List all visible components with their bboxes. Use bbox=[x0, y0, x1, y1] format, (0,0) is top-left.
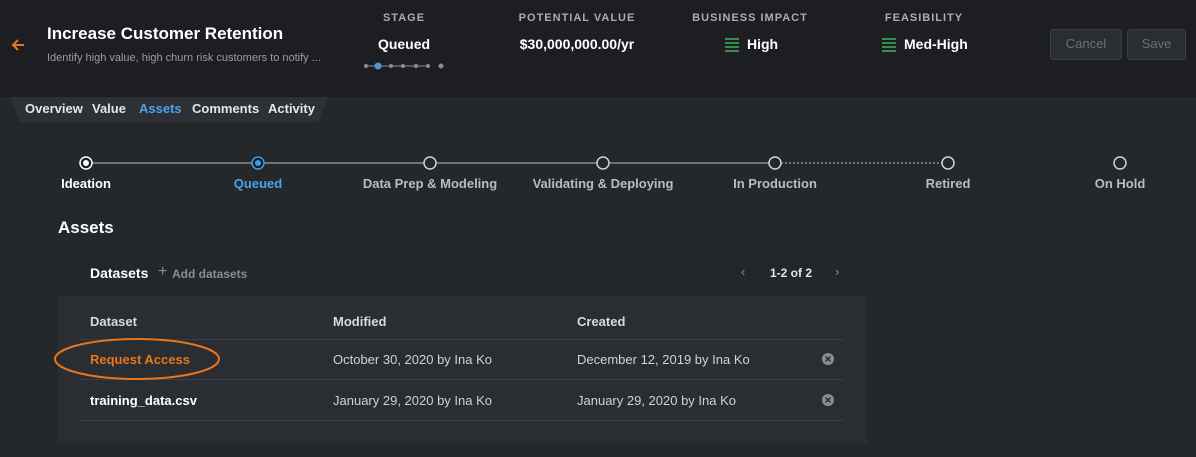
stat-label: BUSINESS IMPACT bbox=[692, 12, 808, 24]
request-access-link[interactable]: Request Access bbox=[90, 352, 190, 367]
stat-value: $30,000,000.00/yr bbox=[519, 36, 635, 52]
row-separator bbox=[80, 379, 845, 380]
cell: December 12, 2019 by Ina Ko bbox=[577, 352, 750, 367]
stage-label: Data Prep & Modeling bbox=[362, 176, 498, 191]
back-arrow[interactable] bbox=[11, 39, 24, 51]
tab[interactable]: Value bbox=[92, 101, 126, 116]
cancel-button[interactable]: Cancel bbox=[1050, 29, 1122, 60]
tab-active[interactable]: Assets bbox=[139, 101, 182, 116]
panel-title: Datasets bbox=[90, 265, 149, 281]
title: Increase Customer Retention bbox=[47, 24, 284, 43]
cell: January 29, 2020 by Ina Ko bbox=[333, 393, 493, 408]
save-button[interactable]: Save bbox=[1127, 29, 1186, 60]
stage-label: Retired bbox=[925, 176, 971, 191]
stat-label: FEASIBILITY bbox=[884, 12, 964, 24]
description: Identify high value, high churn risk cus… bbox=[47, 52, 321, 64]
stage-dots bbox=[364, 62, 444, 70]
dataset-name[interactable]: training_data.csv bbox=[90, 393, 197, 408]
tab[interactable]: Overview bbox=[25, 101, 83, 116]
stepper bbox=[79, 156, 1127, 170]
pagination: 1-2 of 2 bbox=[770, 266, 813, 280]
plus-icon[interactable]: + bbox=[158, 263, 168, 280]
feasibility-icon bbox=[882, 38, 896, 52]
section-title: Assets bbox=[58, 218, 114, 237]
stat-label: POTENTIAL VALUE bbox=[518, 12, 636, 24]
column-header: Modified bbox=[333, 314, 387, 329]
stat-value: Med-High bbox=[904, 36, 968, 52]
column-header: Created bbox=[577, 314, 626, 329]
row-separator bbox=[80, 339, 845, 340]
cell: January 29, 2020 by Ina Ko bbox=[577, 393, 737, 408]
stage-label: Queued bbox=[233, 176, 283, 191]
prev-page[interactable]: ‹ bbox=[741, 264, 746, 279]
column-header: Dataset bbox=[90, 314, 137, 329]
stage-label: Validating & Deploying bbox=[532, 176, 674, 191]
header bbox=[0, 0, 1196, 97]
stage-label: In Production bbox=[733, 176, 817, 191]
stat-value: Queued bbox=[377, 36, 431, 52]
cell: October 30, 2020 by Ina Ko bbox=[333, 352, 492, 367]
stage-label: Ideation bbox=[61, 176, 111, 191]
row-separator bbox=[80, 420, 845, 421]
add-datasets[interactable]: Add datasets bbox=[172, 267, 248, 281]
tab[interactable]: Comments bbox=[192, 101, 260, 116]
panel-header bbox=[58, 250, 867, 296]
tab[interactable]: Activity bbox=[268, 101, 315, 116]
stat-value: High bbox=[747, 36, 779, 52]
tab-bar bbox=[10, 97, 328, 122]
stage-label: On Hold bbox=[1094, 176, 1146, 191]
stat-label: STAGE bbox=[382, 12, 426, 24]
impact-icon bbox=[725, 38, 739, 52]
next-page[interactable]: › bbox=[835, 264, 840, 279]
